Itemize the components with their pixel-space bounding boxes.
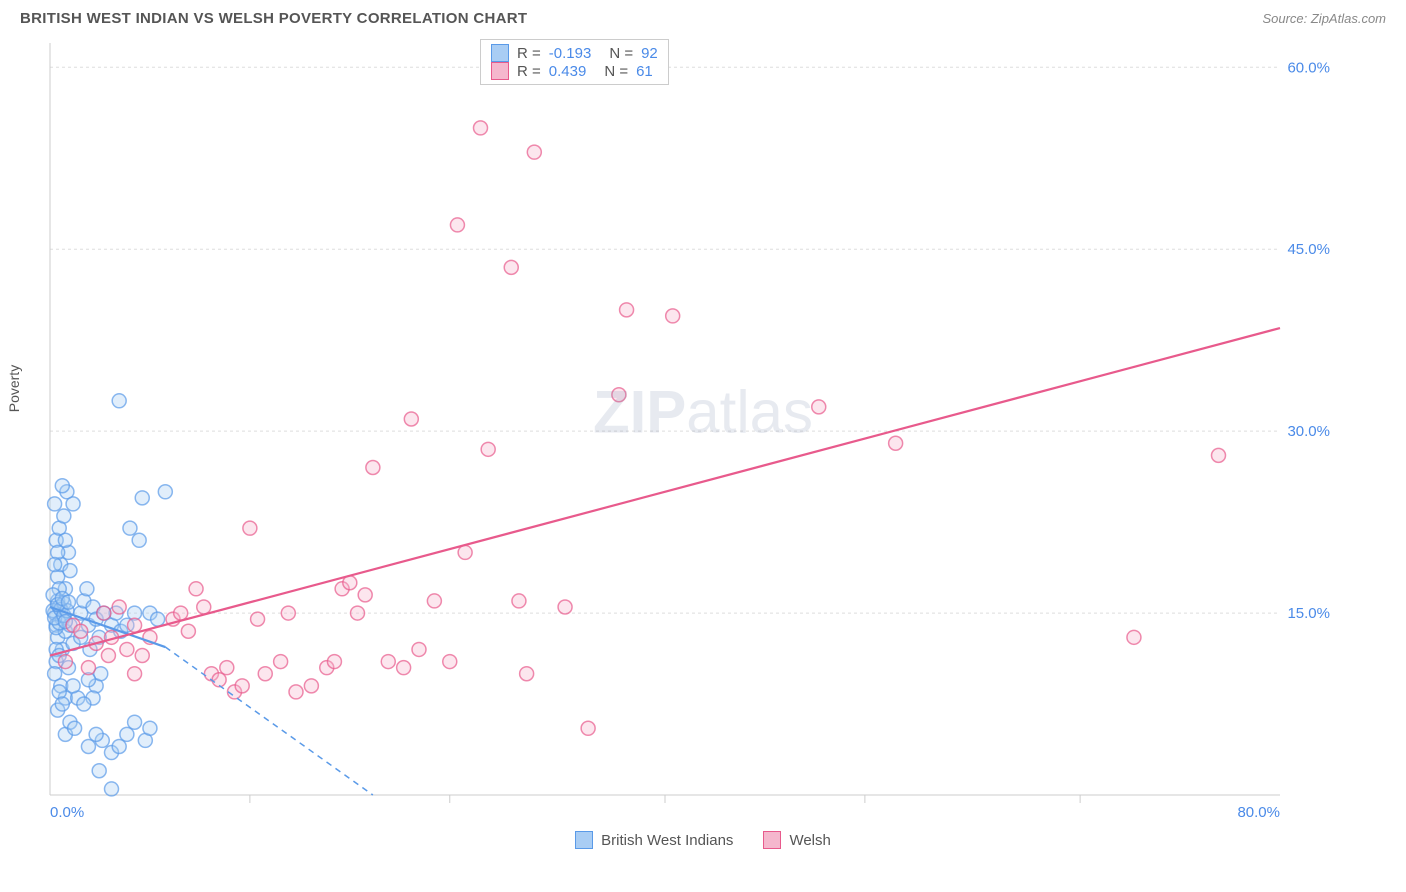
svg-text:15.0%: 15.0% — [1287, 605, 1330, 622]
source-label: Source: ZipAtlas.com — [1262, 11, 1386, 26]
scatter-chart: 15.0% 30.0% 45.0% 60.0% 0.0% 80.0% — [20, 33, 1350, 823]
svg-text:60.0%: 60.0% — [1287, 59, 1330, 76]
legend-swatch-icon — [575, 831, 593, 849]
legend-item: Welsh — [763, 831, 830, 849]
legend-swatch-icon — [491, 44, 509, 62]
stats-row: R = 0.439 N = 61 — [491, 62, 658, 80]
series-legend: British West Indians Welsh — [0, 831, 1406, 849]
svg-text:30.0%: 30.0% — [1287, 423, 1330, 440]
y-axis-label: Poverty — [6, 365, 22, 412]
chart-area: Poverty 15.0%30.0%45.0%60.0%0.0%80.0% ZI… — [20, 33, 1386, 823]
svg-text:45.0%: 45.0% — [1287, 241, 1330, 258]
stats-row: R = -0.193 N = 92 — [491, 44, 658, 62]
chart-title: BRITISH WEST INDIAN VS WELSH POVERTY COR… — [20, 10, 527, 27]
legend-item: British West Indians — [575, 831, 733, 849]
legend-swatch-icon — [763, 831, 781, 849]
svg-text:0.0%: 0.0% — [50, 804, 84, 821]
stats-legend: R = -0.193 N = 92 R = 0.439 N = 61 — [480, 39, 669, 85]
header: BRITISH WEST INDIAN VS WELSH POVERTY COR… — [0, 0, 1406, 33]
legend-swatch-icon — [491, 62, 509, 80]
legend-label: British West Indians — [601, 832, 733, 849]
svg-text:80.0%: 80.0% — [1237, 804, 1280, 821]
legend-label: Welsh — [789, 832, 830, 849]
